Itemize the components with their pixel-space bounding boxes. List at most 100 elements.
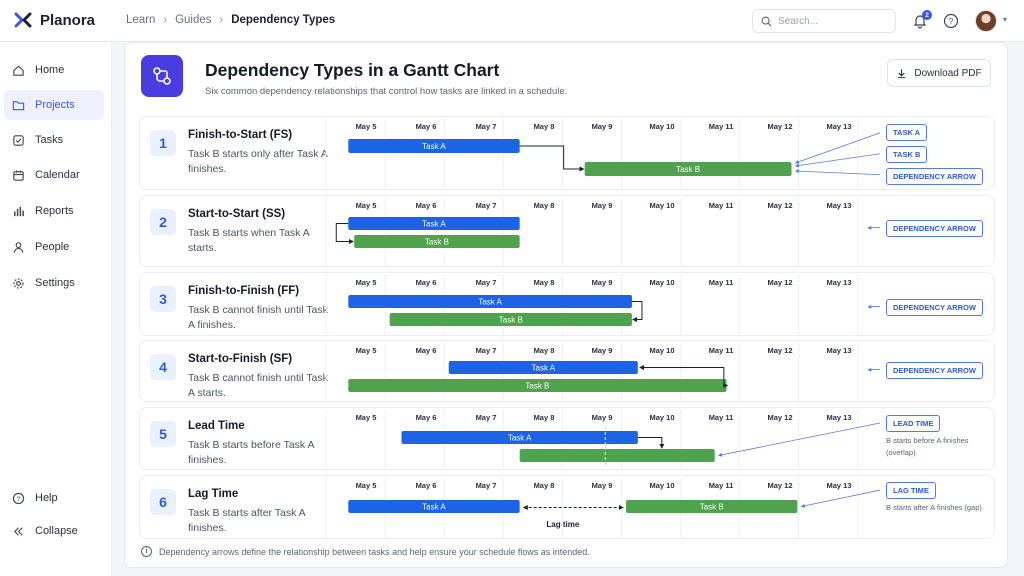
- task-a-bar[interactable]: [401, 431, 638, 444]
- folder-icon: [12, 100, 25, 110]
- date-label: May 8: [534, 481, 555, 490]
- chevron-right-icon: ›: [219, 14, 224, 26]
- date-label: May 10: [649, 201, 674, 210]
- sidebar-item-label: Help: [35, 492, 58, 504]
- notification-badge: 2: [922, 10, 932, 20]
- callout-label: TASK A: [886, 124, 928, 141]
- avatar[interactable]: [975, 10, 997, 32]
- date-label: May 9: [592, 278, 613, 287]
- date-label: May 8: [534, 122, 555, 131]
- dependency-row: 6 Lag Time Task B starts after Task A fini…: [139, 475, 995, 539]
- task-b-bar[interactable]: [626, 500, 798, 513]
- svg-text:?: ?: [949, 17, 954, 26]
- date-label: May 6: [416, 201, 437, 210]
- date-label: May 5: [356, 413, 377, 422]
- row-description: Task B starts when Task A starts.: [188, 227, 310, 254]
- sidebar-item-label: Home: [35, 64, 65, 76]
- row-number: 1: [150, 130, 176, 156]
- row-number: 2: [150, 209, 176, 235]
- date-label: May 8: [534, 278, 555, 287]
- bar-label: Task A: [422, 220, 446, 229]
- task-a-bar[interactable]: [348, 500, 520, 513]
- task-b-bar[interactable]: [389, 313, 632, 326]
- task-b-bar[interactable]: [584, 162, 792, 176]
- row-title: Start-to-Finish (SF): [188, 353, 293, 365]
- date-label: May 9: [592, 413, 613, 422]
- breadcrumb-learn[interactable]: Learn: [126, 14, 156, 26]
- chevron-down-icon[interactable]: ▾: [1003, 15, 1008, 24]
- chevron-right-icon: ›: [163, 14, 168, 26]
- sidebar-item-projects[interactable]: Projects: [4, 90, 104, 120]
- task-b-bar[interactable]: [348, 379, 727, 392]
- date-label: May 10: [649, 481, 674, 490]
- dependency-row: 2 Start-to-Start (SS) Task B starts when T…: [139, 195, 995, 267]
- date-label: May 13: [826, 201, 851, 210]
- breadcrumb-current: Dependency Types: [231, 14, 336, 26]
- sidebar-collapse[interactable]: Collapse: [4, 516, 104, 546]
- sidebar-item-reports[interactable]: Reports: [4, 196, 104, 226]
- date-label: May 11: [709, 278, 734, 287]
- dependency-row: 4 Start-to-Finish (SF) Task B cannot finis…: [139, 340, 995, 402]
- page-subtitle: Six common dependency relationships that…: [205, 86, 568, 97]
- app-logo[interactable]: Planora: [14, 11, 95, 29]
- gantt-chart: May 5 May 6 May 7 May 8 May 9 May 10 May 11 May…: [325, 119, 880, 189]
- task-a-bar[interactable]: [448, 361, 638, 374]
- search-input[interactable]: [778, 15, 878, 27]
- callout-label: LAG TIME: [886, 482, 936, 499]
- date-label: May 5: [356, 481, 377, 490]
- callout-label: DEPENDENCY ARROW: [886, 168, 983, 185]
- row-description: Task B starts before Task A finishes.: [188, 439, 314, 466]
- page-title: Dependency Types in a Gantt Chart: [205, 60, 500, 80]
- date-label: May 12: [767, 481, 792, 490]
- sidebar-item-label: Calendar: [35, 169, 80, 181]
- date-label: May 12: [767, 346, 792, 355]
- date-label: May 7: [476, 346, 497, 355]
- date-label: May 7: [476, 278, 497, 287]
- callout-label: TASK B: [886, 146, 928, 163]
- sidebar-item-tasks[interactable]: Tasks: [4, 125, 104, 155]
- date-label: May 9: [592, 201, 613, 210]
- callout-pointer: [794, 169, 880, 176]
- bar-label: Task A: [532, 364, 556, 373]
- date-label: May 6: [416, 346, 437, 355]
- callout-note: B starts before A finishes (overlap).: [886, 436, 969, 457]
- date-label: May 13: [826, 481, 851, 490]
- help-icon[interactable]: ?: [943, 13, 959, 29]
- date-label: May 6: [416, 413, 437, 422]
- callout-pointer: [794, 153, 880, 168]
- row-title: Finish-to-Finish (FF): [188, 285, 300, 297]
- bar-label: Task B: [425, 238, 449, 247]
- task-b-bar[interactable]: [519, 449, 715, 462]
- breadcrumb-guides[interactable]: Guides: [175, 14, 212, 26]
- task-a-bar[interactable]: [348, 295, 632, 308]
- callout-note: B starts after A finishes (gap).: [886, 503, 984, 512]
- gear-icon: [13, 277, 24, 289]
- row-number: 5: [150, 421, 176, 447]
- gantt-chart: May 5 May 6 May 7 May 8 May 9 May 10 May 11 May…: [325, 198, 880, 266]
- row-description: Task B starts after Task A finishes.: [188, 507, 306, 534]
- bar-chart-icon: [14, 206, 24, 216]
- bar-label: Task B: [525, 382, 549, 391]
- callout-label: DEPENDENCY ARROW: [886, 299, 983, 316]
- dependency-row: 1 Finish-to-Start (FS) Task B starts only …: [139, 116, 995, 190]
- sidebar-item-people[interactable]: People: [4, 232, 104, 262]
- date-label: May 13: [826, 413, 851, 422]
- sidebar-item-help[interactable]: ? Help: [4, 483, 104, 513]
- breadcrumb: Learn › Guides › Dependency Types: [126, 14, 335, 26]
- sidebar-item-label: Collapse: [35, 525, 78, 537]
- collapse-icon: [13, 526, 23, 536]
- row-description: Task B cannot finish until Task A starts…: [188, 372, 328, 399]
- main-card: Dependency Types in a Gantt Chart Six co…: [124, 42, 1008, 568]
- sidebar-item-calendar[interactable]: Calendar: [4, 160, 104, 190]
- task-a-bar[interactable]: [348, 217, 520, 230]
- sidebar-item-home[interactable]: Home: [4, 55, 104, 85]
- task-b-bar[interactable]: [354, 235, 520, 248]
- callout-label: DEPENDENCY ARROW: [886, 362, 983, 379]
- planora-logo-icon: [14, 12, 32, 28]
- sidebar-item-settings[interactable]: Settings: [4, 268, 104, 298]
- task-a-bar[interactable]: [348, 139, 520, 153]
- sidebar: Home Projects Tasks Calendar Reports Peo…: [0, 42, 112, 576]
- date-label: May 11: [709, 122, 734, 131]
- download-pdf-button[interactable]: Download PDF: [887, 59, 991, 87]
- search-box[interactable]: [752, 9, 896, 33]
